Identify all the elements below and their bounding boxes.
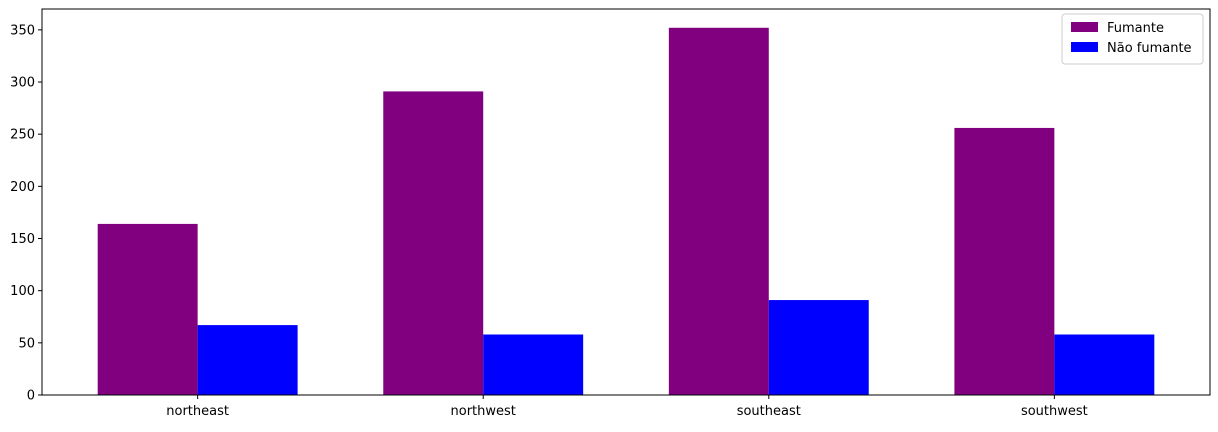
x-tick-label: northeast <box>166 404 229 419</box>
plot-frame <box>41 8 1211 396</box>
bar-fumante-southwest <box>954 127 1055 395</box>
bar-nao-fumante-southwest <box>1054 334 1155 395</box>
y-tick-label: 300 <box>10 76 35 91</box>
bar-fumante-northwest <box>383 91 484 396</box>
legend-swatch-nao-fumante <box>1071 42 1098 52</box>
y-tick-label: 200 <box>10 180 35 195</box>
x-tick-label: southeast <box>737 404 801 419</box>
bar-nao-fumante-northeast <box>197 325 298 395</box>
y-tick-label: 50 <box>18 336 35 351</box>
bar-fumante-southeast <box>668 27 769 395</box>
x-axis-ticks: northeast northwest southeast southwest <box>166 395 1088 419</box>
y-tick-label: 100 <box>10 284 35 299</box>
y-tick-label: 0 <box>27 389 35 404</box>
legend-label-fumante: Fumante <box>1107 21 1164 36</box>
bar-nao-fumante-southeast <box>768 300 869 395</box>
bar-fumante-northeast <box>97 223 198 395</box>
x-tick-label: southwest <box>1021 404 1088 419</box>
x-tick-label: northwest <box>451 404 516 419</box>
y-tick-label: 250 <box>10 128 35 143</box>
legend-swatch-fumante <box>1071 22 1098 32</box>
legend-label-nao-fumante: Não fumante <box>1107 41 1192 56</box>
y-tick-label: 150 <box>10 232 35 247</box>
y-tick-label: 350 <box>10 23 35 38</box>
y-axis-ticks: 0 50 100 150 200 250 300 350 <box>10 23 42 404</box>
bars-group <box>97 27 1155 396</box>
legend: Fumante Não fumante <box>1061 13 1204 65</box>
bar-nao-fumante-northwest <box>483 334 584 395</box>
